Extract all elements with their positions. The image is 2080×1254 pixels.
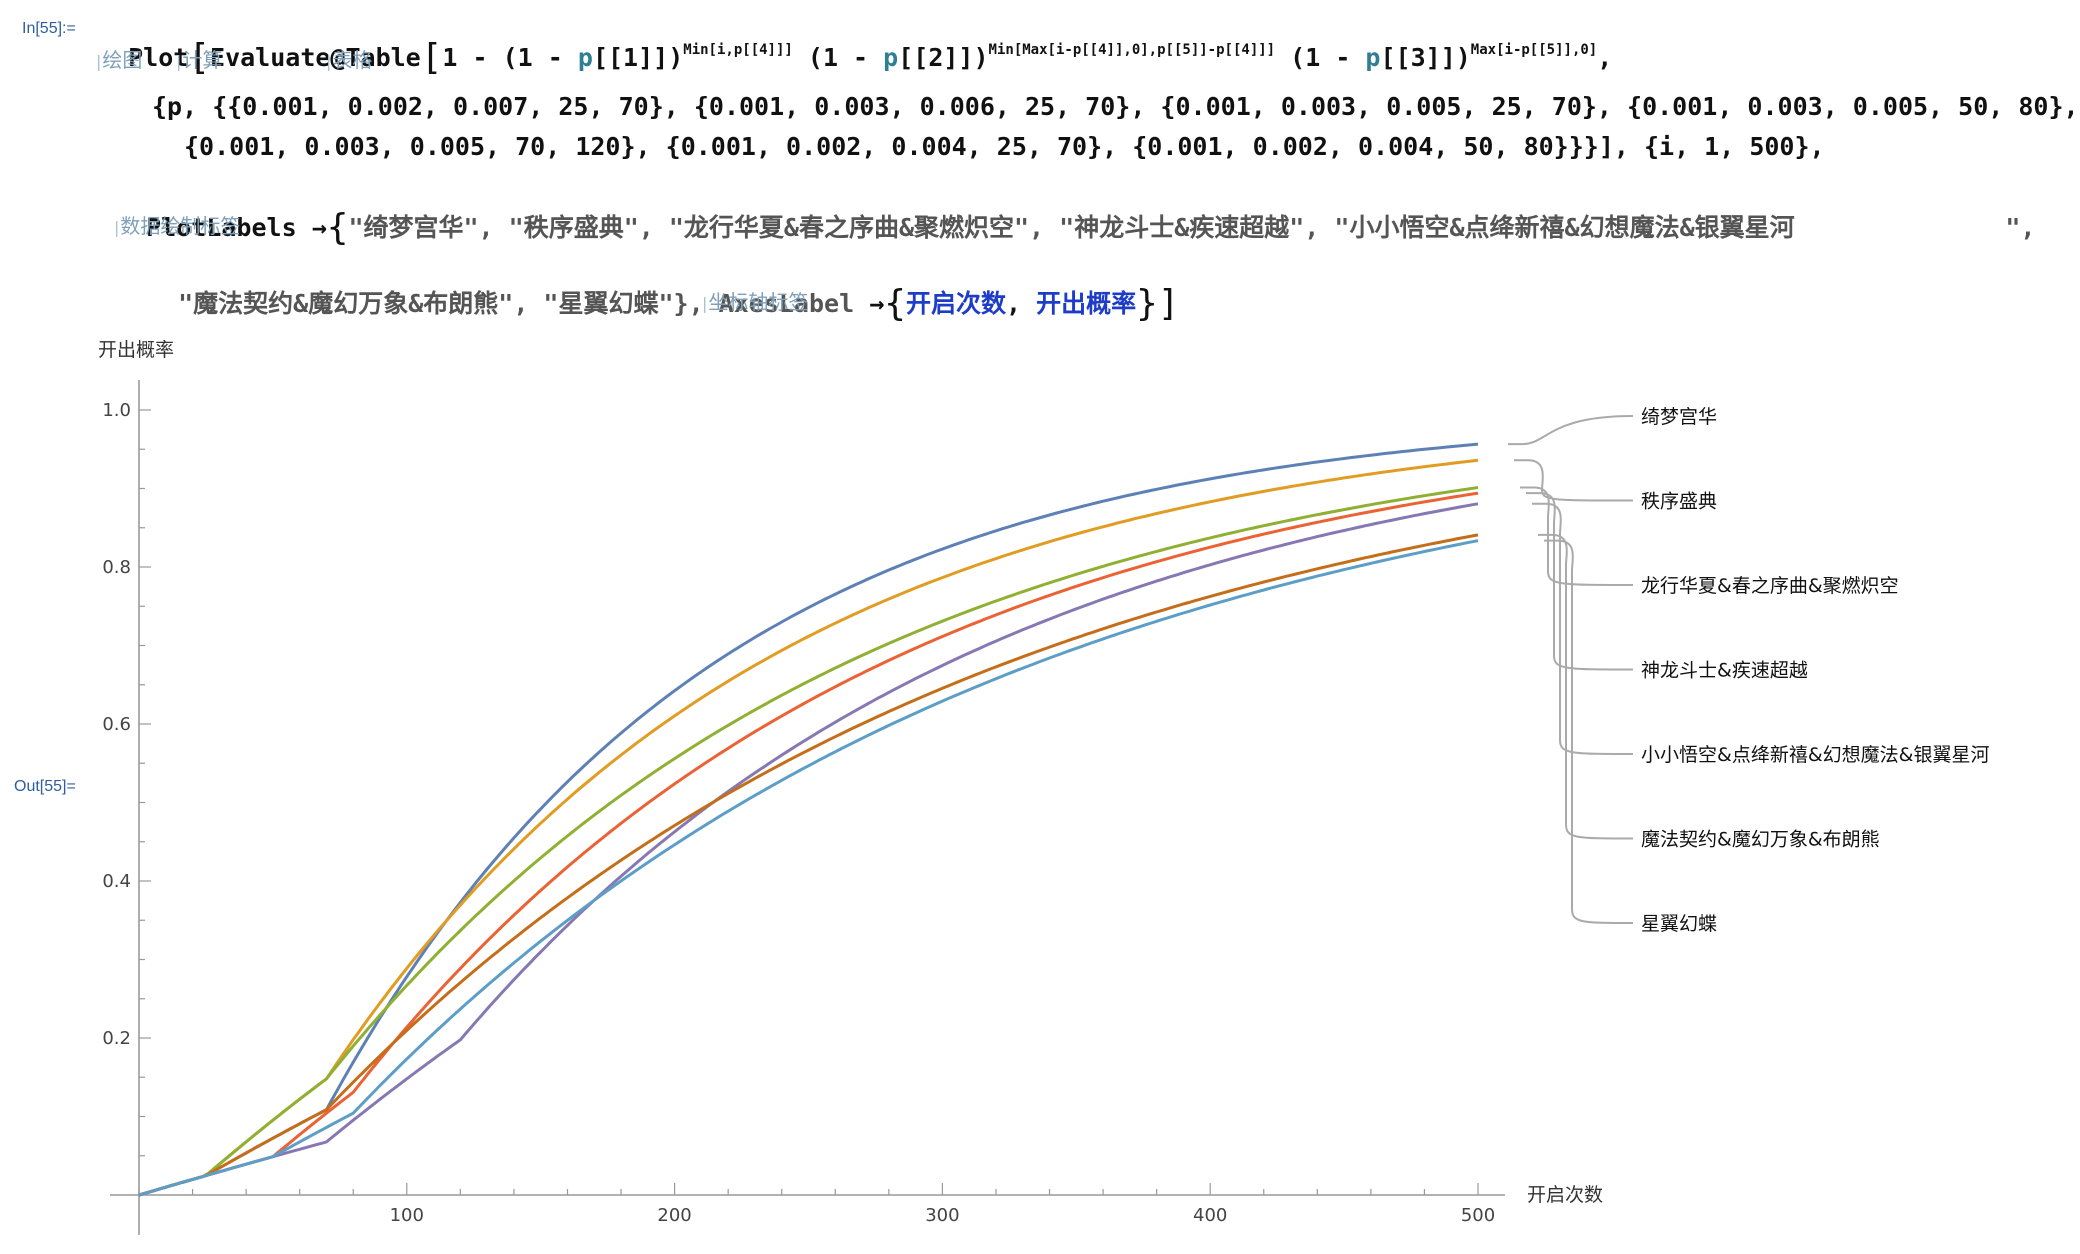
y-tick-label: 0.4 bbox=[102, 871, 131, 892]
code-line-1[interactable]: Plot[Evaluate@Table[1 - (1 - p[[1]])Min[… bbox=[128, 37, 1613, 78]
series-line bbox=[138, 486, 1479, 1197]
series-line bbox=[138, 458, 1479, 1197]
y-tick-label: 0.8 bbox=[102, 557, 131, 578]
series-label: 绮梦宫华 bbox=[1641, 406, 1717, 428]
output-cell-label: Out[55]= bbox=[14, 778, 76, 795]
label-connector bbox=[1526, 492, 1634, 671]
series-label: 神龙斗士&疾速超越 bbox=[1641, 660, 1808, 682]
chart-line-labels: 绮梦宫华秩序盛典龙行华夏&春之序曲&聚燃炽空神龙斗士&疾速超越小小悟空&点绛新禧… bbox=[1508, 406, 1989, 935]
label-connector bbox=[1532, 502, 1634, 755]
code-line-2[interactable]: {p, {{0.001, 0.002, 0.007, 25, 70}, {0.0… bbox=[152, 92, 2079, 121]
input-cell-label: In[55]:= bbox=[22, 20, 76, 37]
exponent-1: Min[i,p[[4]]] bbox=[683, 42, 793, 58]
hint-evaluate[interactable]: 计算 bbox=[176, 44, 222, 73]
symbol-p[interactable]: p bbox=[1365, 43, 1381, 72]
series-label: 小小悟空&点绛新禧&幻想魔法&银翼星河 bbox=[1641, 744, 1989, 766]
series-line bbox=[138, 442, 1479, 1197]
line-chart[interactable]: 100 200 300 400 500 0.2 0.4 0.6 0.8 1.0 开启次数 开出概率 绮… bbox=[0, 300, 2080, 1254]
hint-axeslabel[interactable]: 坐标轴标签 bbox=[702, 286, 808, 315]
x-axis-title: 开启次数 bbox=[1527, 1184, 1603, 1206]
y-axis-title: 开出概率 bbox=[98, 339, 174, 361]
exponent-2: Min[Max[i-p[[4]],0],p[[5]]-p[[4]]] bbox=[988, 42, 1276, 58]
series-label: 星翼幻蝶 bbox=[1641, 913, 1717, 935]
chart-series bbox=[138, 442, 1479, 1197]
x-tick-label: 200 bbox=[657, 1205, 691, 1226]
series-line bbox=[138, 502, 1479, 1197]
y-tick-label: 0.6 bbox=[102, 714, 131, 735]
x-label-token: 开启次数 bbox=[905, 289, 1006, 318]
y-label-token: 开出概率 bbox=[1036, 289, 1137, 318]
x-tick-label: 100 bbox=[390, 1205, 424, 1226]
label-connector bbox=[1514, 459, 1634, 502]
series-label: 魔法契约&魔幻万象&布朗熊 bbox=[1641, 829, 1880, 851]
label-connector bbox=[1538, 533, 1634, 840]
series-line bbox=[138, 539, 1479, 1197]
code-line-4[interactable]: PlotLabels →{"绮梦宫华", "秩序盛典", "龙行华夏&春之序曲&… bbox=[146, 207, 2036, 248]
exponent-3: Max[i-p[[5]],0] bbox=[1470, 42, 1598, 58]
label-connector bbox=[1544, 539, 1634, 924]
x-tick-label: 500 bbox=[1461, 1205, 1495, 1226]
hint-plot[interactable]: 绘图 bbox=[96, 44, 142, 73]
hint-table[interactable]: 表格 bbox=[326, 44, 372, 73]
code-line-3[interactable]: {0.001, 0.003, 0.005, 70, 120}, {0.001, … bbox=[184, 132, 1825, 161]
y-tick-label: 1.0 bbox=[102, 400, 131, 421]
series-label: 秩序盛典 bbox=[1641, 491, 1717, 513]
symbol-p[interactable]: p bbox=[883, 43, 899, 72]
plotlabels-list: "绮梦宫华", "秩序盛典", "龙行华夏&春之序曲&聚燃炽空", "神龙斗士&… bbox=[348, 213, 2036, 242]
chart-axes: 100 200 300 400 500 0.2 0.4 0.6 0.8 1.0 开启次数 开出概率 bbox=[98, 339, 1603, 1235]
series-line bbox=[138, 491, 1479, 1197]
label-connector bbox=[1520, 486, 1634, 586]
hint-plotlabels[interactable]: 数据绘制标签 bbox=[114, 210, 240, 239]
x-tick-label: 400 bbox=[1193, 1205, 1227, 1226]
evaluate-table-function[interactable]: Evaluate@Table bbox=[210, 43, 421, 72]
x-tick-label: 300 bbox=[925, 1205, 959, 1226]
label-connector bbox=[1508, 415, 1634, 446]
y-tick-label: 0.2 bbox=[102, 1028, 131, 1049]
series-line bbox=[138, 533, 1479, 1197]
series-label: 龙行华夏&春之序曲&聚燃炽空 bbox=[1641, 575, 1899, 597]
symbol-p[interactable]: p bbox=[577, 43, 593, 72]
code-line-5[interactable]: "魔法契约&魔幻万象&布朗熊", "星翼幻蝶"}, AxesLabel →{开启… bbox=[178, 283, 1180, 324]
